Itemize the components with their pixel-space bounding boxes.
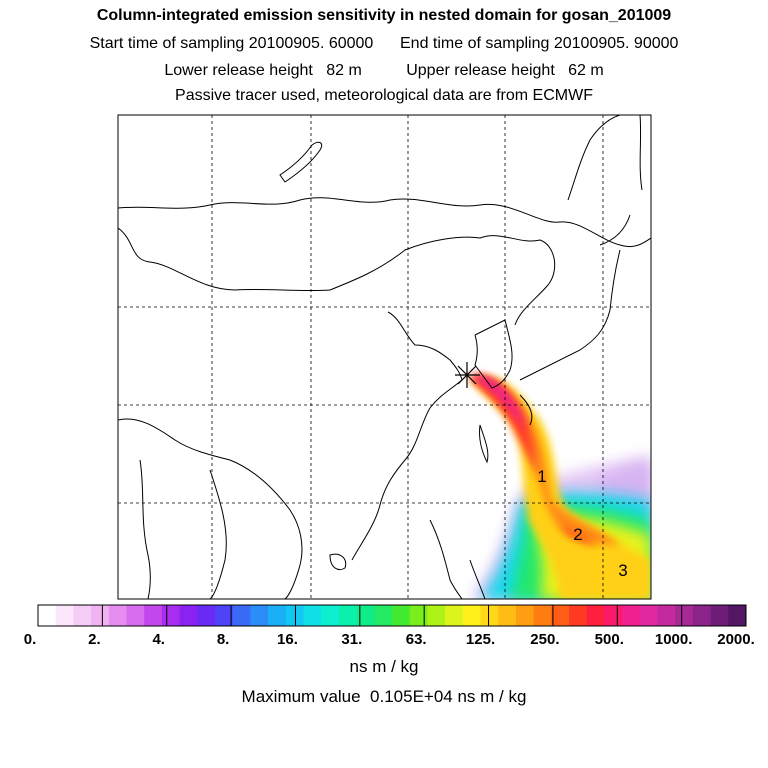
colorbar-cell xyxy=(303,605,322,626)
colorbar-cell xyxy=(179,605,198,626)
colorbar-cell xyxy=(338,605,358,626)
colorbar-tick-label: 125. xyxy=(465,631,496,648)
coastlines xyxy=(118,115,651,599)
colorbar-cell xyxy=(445,605,464,626)
colorbar-cell xyxy=(126,605,145,626)
colorbar-cell xyxy=(675,605,694,626)
colorbar-tick-label: 1000. xyxy=(654,631,693,648)
colorbar-cell xyxy=(215,605,234,626)
tracer-info: Passive tracer used, meteorological data… xyxy=(175,87,593,104)
colorbar-cell xyxy=(108,605,127,626)
colorbar-cell xyxy=(533,605,552,626)
lat-lon-grid xyxy=(118,115,651,599)
colorbar-cell xyxy=(73,605,92,626)
colorbar-cell xyxy=(268,605,287,626)
colorbar-cell xyxy=(321,605,340,626)
plume-label-2: 2 xyxy=(573,525,582,544)
plume-label-3: 3 xyxy=(618,561,627,580)
colorbar-cell xyxy=(586,605,605,626)
colorbar-tick-label: 250. xyxy=(530,631,560,648)
colorbar-cell xyxy=(480,605,499,626)
colorbar-cell xyxy=(55,605,74,626)
colorbar-cell xyxy=(622,605,641,626)
sampling-times: Start time of sampling 20100905. 60000 E… xyxy=(89,35,679,52)
colorbar-cell xyxy=(604,605,623,626)
star-marker xyxy=(455,362,480,388)
colorbar-cell xyxy=(285,605,304,626)
colorbar-tick-label: 2. xyxy=(88,631,101,648)
colorbar-cell xyxy=(161,605,181,626)
map-frame xyxy=(117,114,652,600)
colorbar-cell xyxy=(38,605,57,626)
colorbar-tick-label: 63. xyxy=(405,631,427,648)
colorbar-tick-label: 8. xyxy=(216,631,230,648)
colorbar-cell xyxy=(692,605,712,626)
colorbar-cell xyxy=(232,605,251,626)
colorbar-tick-label: 2000. xyxy=(717,631,755,648)
colorbar-cell xyxy=(728,605,747,626)
colorbar-cell xyxy=(197,605,216,626)
plume-label-1: 1 xyxy=(537,467,546,486)
colorbar-cell xyxy=(144,605,163,626)
map-title: Column-integrated emission sensitivity i… xyxy=(96,7,672,24)
colorbar-cell xyxy=(409,605,428,626)
colorbar-cell xyxy=(498,605,517,626)
colorbar-tick-label: 31. xyxy=(341,631,363,648)
colorbar-frame xyxy=(37,604,747,627)
colorbar-cell xyxy=(639,605,658,626)
colorbar-cell xyxy=(462,605,481,626)
colorbar-tick-label: 4. xyxy=(152,631,165,648)
colorbar-cell xyxy=(551,605,570,626)
colorbar-cell xyxy=(374,605,393,626)
colorbar-cell xyxy=(710,605,729,626)
colorbar-tick-label: 500. xyxy=(594,631,624,648)
colorbar-tick-label: 0. xyxy=(23,631,37,648)
colorbar-cell xyxy=(250,605,269,626)
release-heights: Lower release height 82 m Upper release … xyxy=(164,62,604,79)
colorbar-cell xyxy=(569,605,588,626)
colorbar-cell xyxy=(657,605,676,626)
colorbar-units: ns m / kg xyxy=(349,657,419,676)
maximum-value: Maximum value 0.105E+04 ns m / kg xyxy=(241,687,527,706)
colorbar-tick-label: 16. xyxy=(277,631,298,648)
colorbar-cell xyxy=(91,605,110,626)
sensitivity-plume xyxy=(470,375,651,599)
colorbar-cell xyxy=(392,605,411,626)
colorbar-cell xyxy=(515,605,535,626)
colorbar-cell xyxy=(427,605,446,626)
colorbar-cell xyxy=(356,605,375,626)
